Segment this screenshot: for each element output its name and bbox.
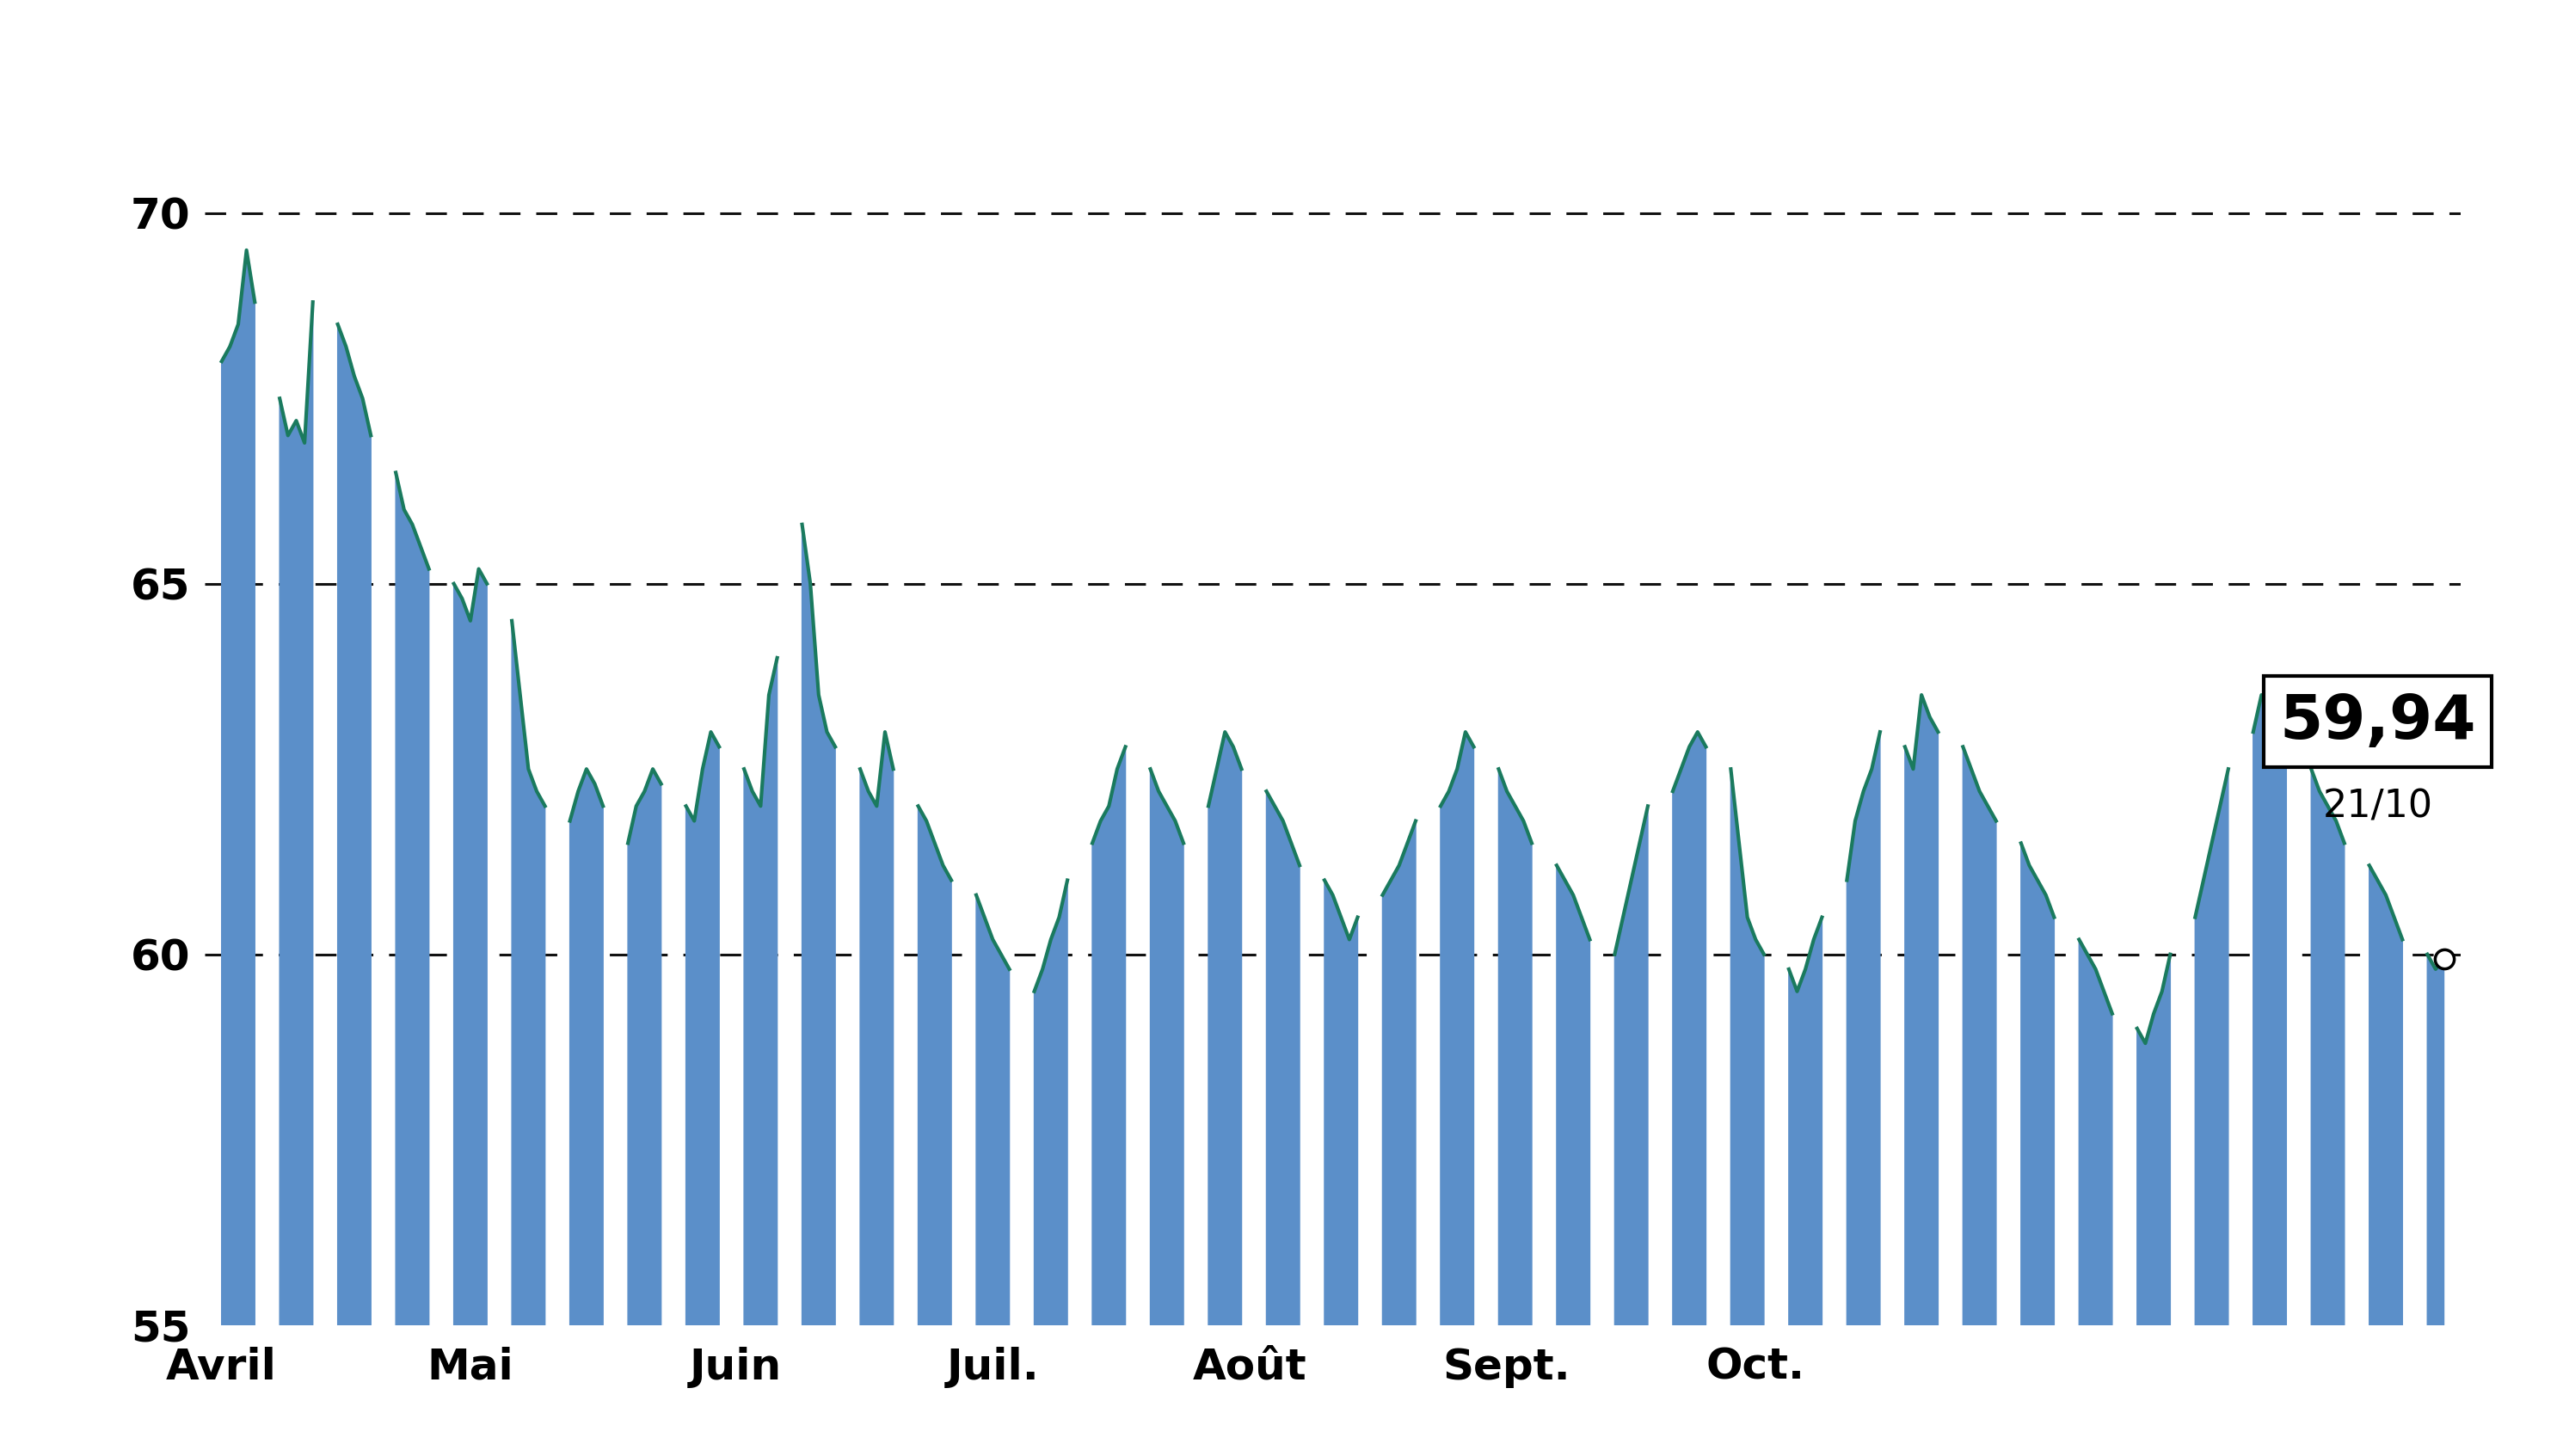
Text: 21/10: 21/10	[2322, 788, 2432, 826]
Text: TOTALENERGIES: TOTALENERGIES	[764, 1, 1799, 111]
Text: 59,94: 59,94	[2279, 692, 2476, 751]
